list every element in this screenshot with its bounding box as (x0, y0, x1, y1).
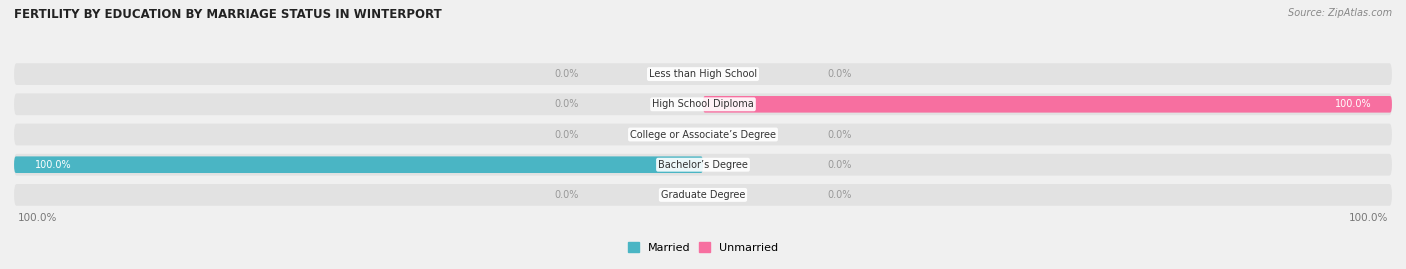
Text: 100.0%: 100.0% (1350, 214, 1389, 224)
Text: 0.0%: 0.0% (827, 160, 852, 170)
Text: 0.0%: 0.0% (554, 129, 579, 140)
Text: 100.0%: 100.0% (1334, 99, 1371, 109)
Text: 100.0%: 100.0% (17, 214, 56, 224)
Text: 0.0%: 0.0% (554, 99, 579, 109)
Text: 100.0%: 100.0% (35, 160, 72, 170)
Text: Less than High School: Less than High School (650, 69, 756, 79)
FancyBboxPatch shape (703, 96, 1392, 113)
Text: FERTILITY BY EDUCATION BY MARRIAGE STATUS IN WINTERPORT: FERTILITY BY EDUCATION BY MARRIAGE STATU… (14, 8, 441, 21)
Text: 0.0%: 0.0% (827, 129, 852, 140)
Text: 0.0%: 0.0% (554, 190, 579, 200)
Legend: Married, Unmarried: Married, Unmarried (627, 242, 779, 253)
FancyBboxPatch shape (14, 184, 1392, 206)
Text: Bachelor’s Degree: Bachelor’s Degree (658, 160, 748, 170)
FancyBboxPatch shape (14, 93, 1392, 115)
Text: Source: ZipAtlas.com: Source: ZipAtlas.com (1288, 8, 1392, 18)
Text: High School Diploma: High School Diploma (652, 99, 754, 109)
FancyBboxPatch shape (14, 124, 1392, 145)
FancyBboxPatch shape (14, 63, 1392, 85)
Text: 0.0%: 0.0% (554, 69, 579, 79)
Text: Graduate Degree: Graduate Degree (661, 190, 745, 200)
FancyBboxPatch shape (14, 156, 703, 173)
Text: College or Associate’s Degree: College or Associate’s Degree (630, 129, 776, 140)
FancyBboxPatch shape (14, 154, 1392, 176)
Text: 0.0%: 0.0% (827, 69, 852, 79)
Text: 0.0%: 0.0% (827, 190, 852, 200)
